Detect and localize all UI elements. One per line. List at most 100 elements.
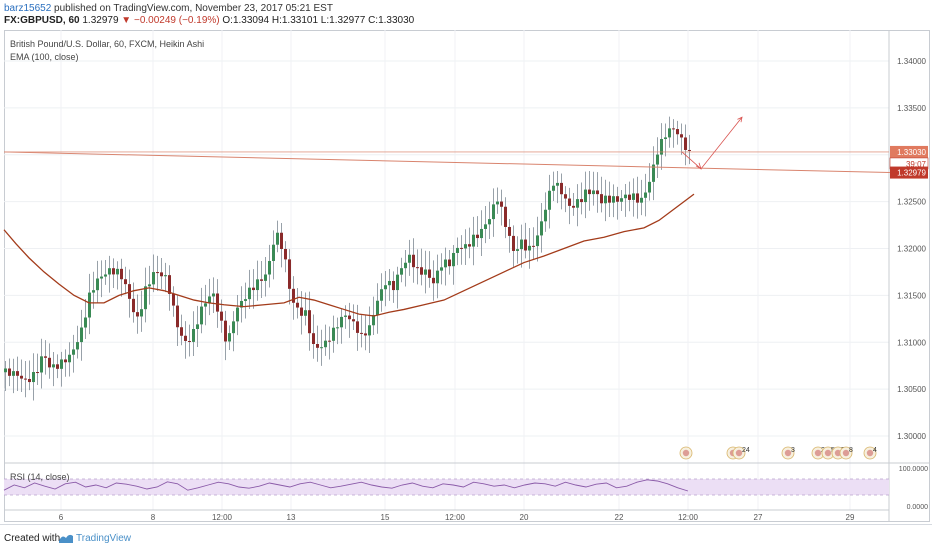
time-tick-label: 12:00 <box>212 513 233 522</box>
candle-body <box>220 311 223 321</box>
price-tick-label: 1.32000 <box>897 245 926 254</box>
candle-body <box>124 279 127 285</box>
candle-body <box>232 321 235 334</box>
candle-body <box>420 267 423 275</box>
candle-body <box>148 284 151 287</box>
ema-legend: EMA (100, close) <box>10 52 79 62</box>
candle-body <box>392 280 395 291</box>
candle-body <box>40 356 43 373</box>
candle-body <box>664 137 667 140</box>
time-tick-label: 8 <box>151 513 156 522</box>
candle-body <box>260 279 263 281</box>
candle-body <box>516 249 519 251</box>
event-count-label: 3 <box>791 447 795 454</box>
candle-body <box>460 247 463 249</box>
candle-body <box>52 364 55 368</box>
candle-body <box>140 309 143 317</box>
candle-body <box>532 245 535 247</box>
candle-body <box>412 254 415 268</box>
event-flag-icon <box>735 449 743 457</box>
time-tick-label: 27 <box>754 513 763 522</box>
candle-body <box>228 333 231 342</box>
down-arrow-icon: ▼ <box>121 15 132 26</box>
change-value: −0.00249 (−0.19%) <box>133 15 220 26</box>
candle-body <box>236 307 239 322</box>
candle-body <box>588 189 591 195</box>
candle-body <box>48 357 51 368</box>
candle-body <box>192 329 195 342</box>
candle-body <box>608 195 611 203</box>
candle-body <box>440 267 443 271</box>
candle-body <box>136 312 139 317</box>
candle-body <box>544 209 547 222</box>
candle-body <box>196 324 199 330</box>
candle-body <box>468 244 471 247</box>
candle-body <box>180 327 183 336</box>
candle-body <box>288 259 291 289</box>
time-tick-label: 22 <box>615 513 624 522</box>
candle-body <box>252 287 255 291</box>
time-axis: 6 8 12:00 13 15 12:00 20 22 12:00 27 29 <box>59 513 855 522</box>
candle-body <box>32 372 35 383</box>
arrow-head <box>695 162 702 170</box>
candle-body <box>436 270 439 284</box>
candle-body <box>636 193 639 203</box>
candle-body <box>572 205 575 208</box>
chart-grid <box>4 30 889 510</box>
quote-line: FX:GBPUSD, 60 1.32979 ▼ −0.00249 (−0.19%… <box>4 15 414 26</box>
candle-body <box>448 259 451 267</box>
price-tick-label: 1.30000 <box>897 432 926 441</box>
candle-body <box>316 343 319 348</box>
trend-line <box>3 151 891 174</box>
candle-body <box>416 267 419 269</box>
candle-body <box>592 190 595 195</box>
candle-body <box>216 293 219 312</box>
arrow-head <box>737 116 743 123</box>
candle-body <box>364 333 367 336</box>
candle-body <box>644 192 647 198</box>
candle-body <box>68 354 71 363</box>
time-tick-label: 15 <box>381 513 390 522</box>
candle-body <box>108 268 111 275</box>
candle-body <box>476 234 479 239</box>
price-tick-label: 1.30500 <box>897 385 926 394</box>
created-with-text: Created with <box>4 533 61 544</box>
tradingview-brand[interactable]: TradingView <box>76 533 132 544</box>
candle-body <box>348 315 351 320</box>
symbol-label: FX:GBPUSD, 60 <box>4 15 80 26</box>
candle-body <box>356 321 359 333</box>
candle-body <box>64 359 67 363</box>
candle-body <box>44 356 47 358</box>
candle-body <box>424 269 427 275</box>
candle-body <box>60 359 63 369</box>
candle-body <box>224 320 227 342</box>
candle-body <box>168 275 171 294</box>
candle-body <box>56 364 59 369</box>
candle-body <box>176 305 179 328</box>
candle-body <box>208 296 211 304</box>
author-link[interactable]: barz15652 <box>4 3 52 14</box>
footer: Created with TradingView <box>0 524 932 551</box>
close-price-tag <box>890 145 928 158</box>
candle-body <box>540 221 543 236</box>
candle-body <box>656 154 659 165</box>
candle-body <box>76 342 79 350</box>
time-tick-label: 20 <box>520 513 529 522</box>
candle-body <box>584 189 587 203</box>
candle-body <box>616 196 619 202</box>
time-tick-label: 12:00 <box>445 513 466 522</box>
candle-body <box>312 333 315 344</box>
candle-body <box>256 279 259 291</box>
last-price: 1.32979 <box>82 15 119 26</box>
candle-body <box>16 371 19 376</box>
candle-body <box>596 190 599 195</box>
price-tick-label: 1.32500 <box>897 198 926 207</box>
candle-body <box>308 310 311 334</box>
candle-body <box>600 194 603 204</box>
candle-body <box>396 274 399 291</box>
event-flag-icon <box>824 449 832 457</box>
candle-body <box>184 335 187 341</box>
candle-body <box>680 134 683 138</box>
candle-body <box>324 340 327 348</box>
